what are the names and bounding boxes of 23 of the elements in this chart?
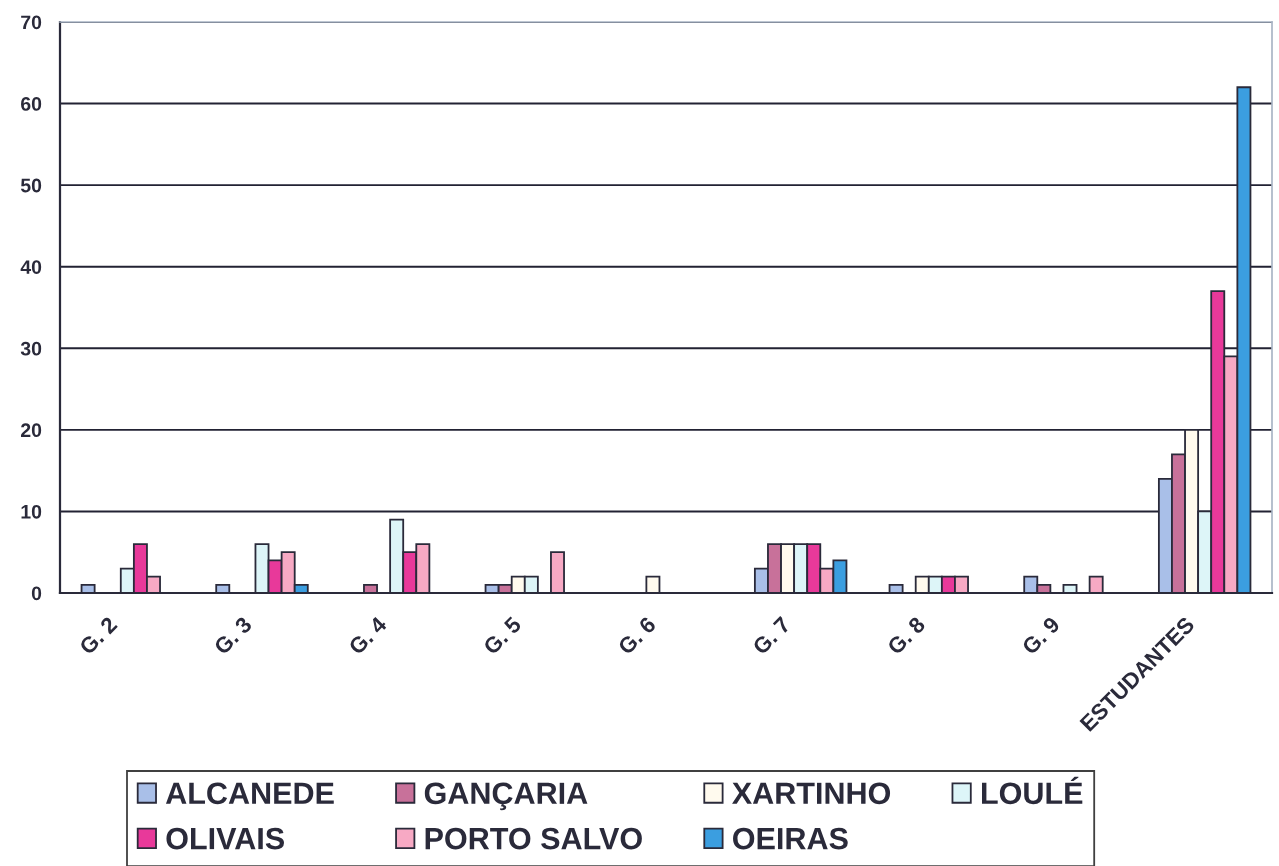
x-tick-label: G. 4 xyxy=(347,615,388,656)
y-tick-label: 60 xyxy=(21,97,42,111)
y-tick-label: 20 xyxy=(20,423,42,438)
x-tick-label: G. 3 xyxy=(213,615,253,656)
legend-label: OEIRAS xyxy=(733,827,848,850)
x-tick-label: G. 2 xyxy=(78,615,118,656)
y-tick-label: 70 xyxy=(21,15,42,30)
x-tick-label: G. 6 xyxy=(617,615,657,656)
legend-label: LOULÉ xyxy=(982,776,1083,805)
legend-label: OLIVAIS xyxy=(166,827,284,850)
x-tick-label: G. 7 xyxy=(751,615,792,656)
y-tick-label: 40 xyxy=(20,260,42,274)
y-tick-label: 50 xyxy=(20,178,42,193)
y-tick-label: 0 xyxy=(31,586,42,601)
legend-label: PORTO SALVO xyxy=(425,827,642,850)
y-tick-label: 10 xyxy=(21,504,42,519)
legend-label: XARTINHO xyxy=(732,782,891,805)
x-tick-label: G. 8 xyxy=(886,615,927,656)
y-tick-label: 30 xyxy=(20,341,42,356)
x-tick-label: G. 9 xyxy=(1021,615,1061,656)
legend-label: ALCANEDE xyxy=(165,782,334,805)
legend-label: GANÇARIA xyxy=(424,782,588,811)
x-tick-label: G. 5 xyxy=(482,615,523,656)
